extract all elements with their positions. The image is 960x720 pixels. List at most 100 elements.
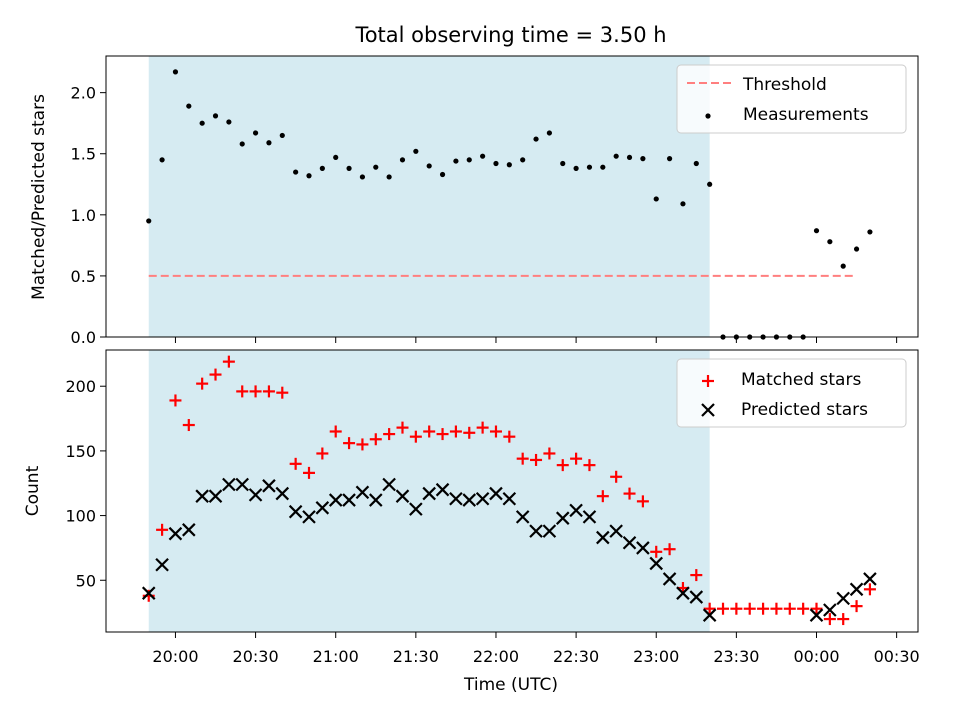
matched-star-point bbox=[249, 385, 262, 398]
predicted-star-point bbox=[863, 572, 877, 586]
predicted-star-point bbox=[141, 586, 156, 600]
predicted-star-point bbox=[302, 510, 316, 524]
measurement-point bbox=[867, 229, 873, 235]
legend-predicted-swatch bbox=[701, 403, 715, 417]
predicted-star-point bbox=[462, 493, 477, 507]
measurement-point bbox=[640, 156, 646, 162]
matched-star-point bbox=[476, 421, 489, 434]
measurement-point bbox=[439, 171, 446, 178]
predicted-star-point bbox=[315, 501, 330, 515]
x-tick-label: 00:00 bbox=[793, 647, 839, 666]
predicted-star-point bbox=[275, 486, 290, 501]
matched-star-point bbox=[409, 430, 422, 443]
top-axes-frame bbox=[105, 55, 919, 338]
matched-star-point bbox=[823, 613, 836, 626]
top-legend: Threshold Measurements bbox=[676, 64, 907, 134]
measurement-point bbox=[266, 140, 272, 146]
predicted-star-point bbox=[168, 526, 183, 541]
matched-star-point bbox=[169, 394, 182, 407]
bottom-y-tick-label: 50 bbox=[76, 571, 96, 590]
predicted-star-point bbox=[449, 491, 463, 506]
matched-star-point bbox=[663, 543, 676, 556]
measurement-point bbox=[159, 157, 165, 163]
measurement-point bbox=[813, 228, 820, 234]
top-shaded-span bbox=[148, 56, 710, 337]
predicted-star-point bbox=[382, 477, 396, 492]
predicted-star-point bbox=[596, 530, 610, 545]
matched-star-point bbox=[717, 602, 730, 615]
matched-star-point bbox=[770, 602, 783, 615]
measurement-point bbox=[146, 218, 152, 224]
predicted-star-point bbox=[475, 491, 490, 506]
matched-star-point bbox=[516, 452, 529, 465]
matched-star-point bbox=[783, 602, 796, 615]
measurement-point bbox=[520, 157, 526, 163]
predicted-star-point bbox=[368, 493, 383, 507]
matched-star-point bbox=[423, 425, 436, 438]
x-tick-label: 23:30 bbox=[713, 647, 759, 666]
legend-predicted-label: Predicted stars bbox=[741, 400, 868, 420]
bottom-y-axis-label: Count bbox=[23, 465, 43, 516]
predicted-star-point bbox=[222, 477, 236, 492]
predicted-star-point bbox=[662, 572, 677, 586]
top-y-tick-label: 0.0 bbox=[71, 328, 96, 347]
predicted-star-point bbox=[262, 479, 276, 493]
matched-star-point bbox=[596, 490, 609, 503]
matched-star-point bbox=[156, 523, 169, 536]
bottom-y-tick-label: 200 bbox=[65, 377, 96, 396]
measurement-point bbox=[680, 201, 686, 207]
measurement-point bbox=[693, 160, 699, 167]
measurement-point bbox=[613, 153, 619, 159]
predicted-star-point bbox=[422, 486, 436, 501]
top-plot: 0.00.51.01.52.0 Matched/Predicted stars … bbox=[29, 55, 919, 347]
matched-star-point bbox=[543, 447, 556, 460]
matched-star-point bbox=[463, 426, 476, 439]
predicted-star-point bbox=[529, 524, 543, 538]
matched-star-point bbox=[863, 583, 876, 596]
matched-star-point bbox=[303, 466, 315, 479]
matched-star-point bbox=[757, 602, 770, 615]
predicted-star-point bbox=[702, 608, 717, 622]
matched-star-point bbox=[316, 447, 329, 460]
matched-star-point bbox=[570, 452, 583, 465]
matched-star-point bbox=[276, 386, 289, 399]
measurement-point bbox=[853, 246, 860, 252]
predicted-star-point bbox=[849, 582, 864, 597]
measurement-point bbox=[600, 164, 606, 170]
legend-matched-swatch bbox=[702, 375, 714, 387]
predicted-star-point bbox=[155, 557, 169, 572]
predicted-star-point bbox=[355, 485, 370, 500]
predicted-star-point bbox=[636, 541, 650, 555]
measurement-point bbox=[626, 154, 633, 161]
predicted-star-point bbox=[235, 477, 250, 492]
measurement-point bbox=[359, 174, 366, 180]
measurement-point bbox=[346, 165, 352, 171]
predicted-star-point bbox=[555, 511, 570, 525]
matched-star-point bbox=[449, 425, 462, 438]
matched-star-point bbox=[610, 470, 623, 483]
measurement-point bbox=[426, 163, 432, 169]
predicted-star-point bbox=[582, 510, 597, 524]
predicted-star-point bbox=[489, 486, 503, 501]
measurement-point bbox=[199, 120, 205, 126]
matched-star-point bbox=[837, 613, 850, 626]
predicted-star-point bbox=[542, 524, 557, 538]
predicted-star-point bbox=[288, 504, 303, 519]
predicted-star-point bbox=[609, 524, 623, 538]
predicted-star-point bbox=[515, 510, 530, 524]
bottom-shaded-span bbox=[148, 350, 710, 632]
predicted-star-point bbox=[342, 493, 356, 507]
x-tick-label: 21:30 bbox=[393, 647, 439, 666]
x-tick-label: 20:30 bbox=[233, 647, 279, 666]
predicted-star-point bbox=[395, 489, 410, 503]
x-tick-label: 22:00 bbox=[473, 647, 519, 666]
matched-star-point bbox=[356, 438, 369, 451]
measurement-point bbox=[399, 157, 406, 163]
matched-star-point bbox=[182, 419, 195, 432]
matched-star-point bbox=[236, 385, 249, 398]
measurement-point bbox=[466, 157, 472, 163]
measurement-point bbox=[212, 113, 219, 119]
matched-star-point bbox=[383, 428, 396, 441]
measurement-point bbox=[480, 153, 486, 159]
legend-measurements-swatch bbox=[705, 113, 711, 119]
